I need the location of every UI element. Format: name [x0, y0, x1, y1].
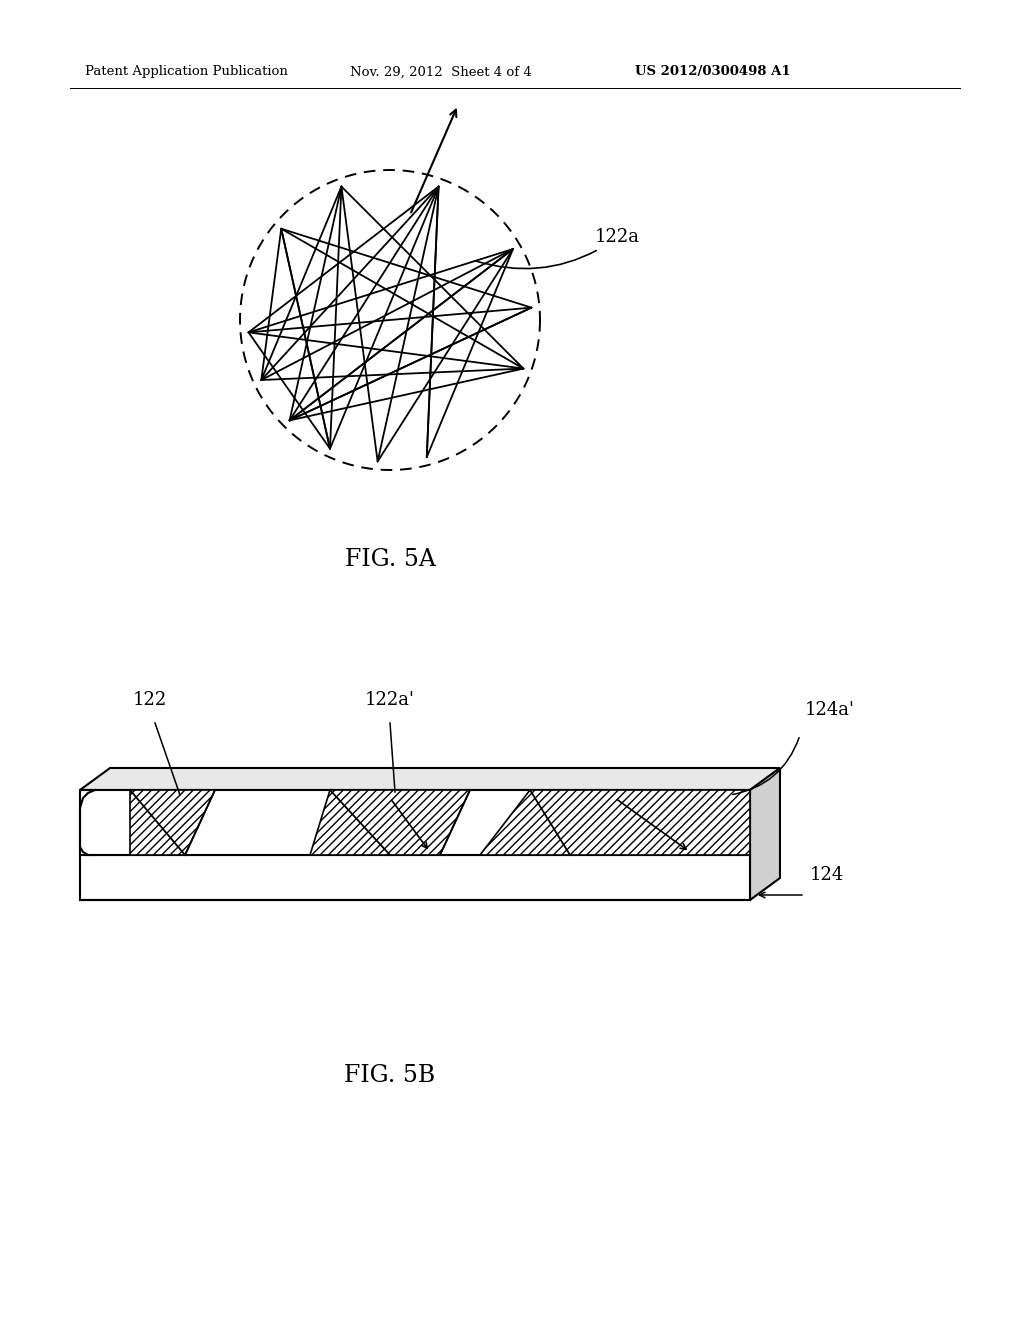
Text: FIG. 5B: FIG. 5B	[344, 1064, 435, 1086]
Polygon shape	[480, 789, 750, 855]
Polygon shape	[310, 789, 470, 855]
Polygon shape	[80, 789, 750, 855]
Polygon shape	[130, 789, 215, 855]
Polygon shape	[80, 768, 780, 789]
Text: 124: 124	[810, 866, 844, 884]
Text: 122a: 122a	[475, 228, 640, 269]
Text: 122: 122	[133, 690, 167, 709]
Text: Patent Application Publication: Patent Application Publication	[85, 66, 288, 78]
Polygon shape	[80, 855, 750, 900]
Text: 124a': 124a'	[805, 701, 855, 719]
Polygon shape	[750, 768, 780, 900]
Text: 122a': 122a'	[366, 690, 415, 709]
Text: FIG. 5A: FIG. 5A	[344, 549, 435, 572]
Text: US 2012/0300498 A1: US 2012/0300498 A1	[635, 66, 791, 78]
Text: Nov. 29, 2012  Sheet 4 of 4: Nov. 29, 2012 Sheet 4 of 4	[350, 66, 531, 78]
